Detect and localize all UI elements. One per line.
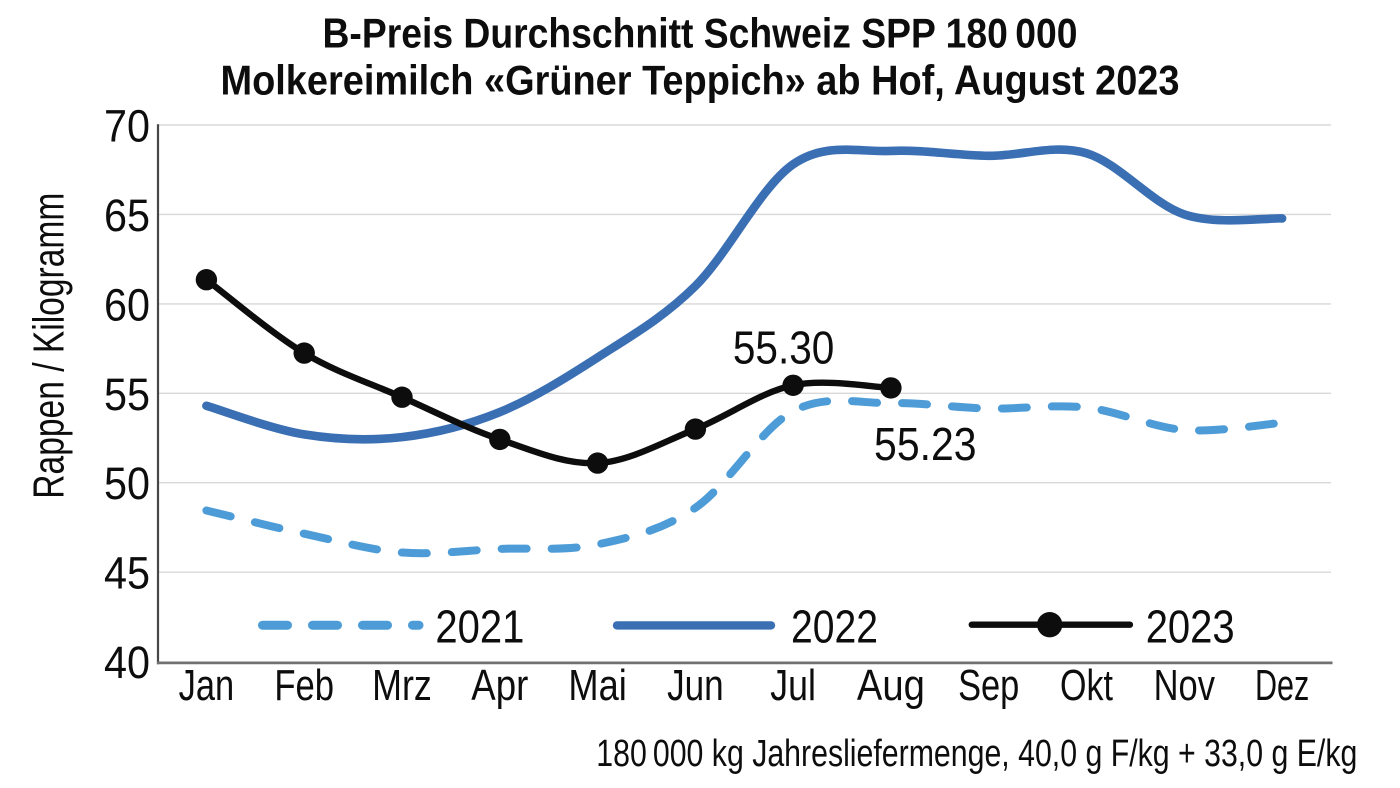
svg-text:55: 55 <box>104 369 150 420</box>
svg-text:Nov: Nov <box>1154 662 1215 710</box>
svg-text:Mai: Mai <box>568 662 626 710</box>
svg-text:180 000 kg Jahresliefermenge,: 180 000 kg Jahresliefermenge, 40,0 g F/k… <box>596 733 1357 775</box>
svg-text:60: 60 <box>104 279 150 330</box>
svg-text:Aug: Aug <box>857 662 925 710</box>
svg-text:Feb: Feb <box>274 662 334 710</box>
svg-text:70: 70 <box>104 101 150 152</box>
svg-text:Jul: Jul <box>770 662 816 710</box>
svg-text:Jan: Jan <box>179 662 235 710</box>
svg-text:55.23: 55.23 <box>874 418 977 470</box>
svg-text:Rappen / Kilogramm: Rappen / Kilogramm <box>26 193 74 499</box>
svg-text:Molkereimilch «Grüner Teppich»: Molkereimilch «Grüner Teppich» ab Hof, A… <box>221 57 1180 104</box>
svg-text:Jun: Jun <box>667 662 724 710</box>
svg-text:Okt: Okt <box>1060 662 1113 710</box>
svg-text:2021: 2021 <box>435 601 524 653</box>
svg-text:Sep: Sep <box>958 662 1019 710</box>
svg-text:B-Preis Durchschnitt Schweiz S: B-Preis Durchschnitt Schweiz SPP 180 000 <box>323 9 1078 56</box>
svg-text:Mrz: Mrz <box>372 662 432 710</box>
svg-text:2023: 2023 <box>1146 601 1235 653</box>
svg-text:45: 45 <box>104 548 150 599</box>
svg-text:65: 65 <box>104 190 150 241</box>
svg-text:2022: 2022 <box>791 601 878 653</box>
svg-text:Dez: Dez <box>1255 662 1309 710</box>
svg-text:50: 50 <box>104 458 150 509</box>
svg-text:Apr: Apr <box>471 662 528 710</box>
svg-text:55.30: 55.30 <box>733 322 834 374</box>
svg-text:40: 40 <box>104 637 150 688</box>
